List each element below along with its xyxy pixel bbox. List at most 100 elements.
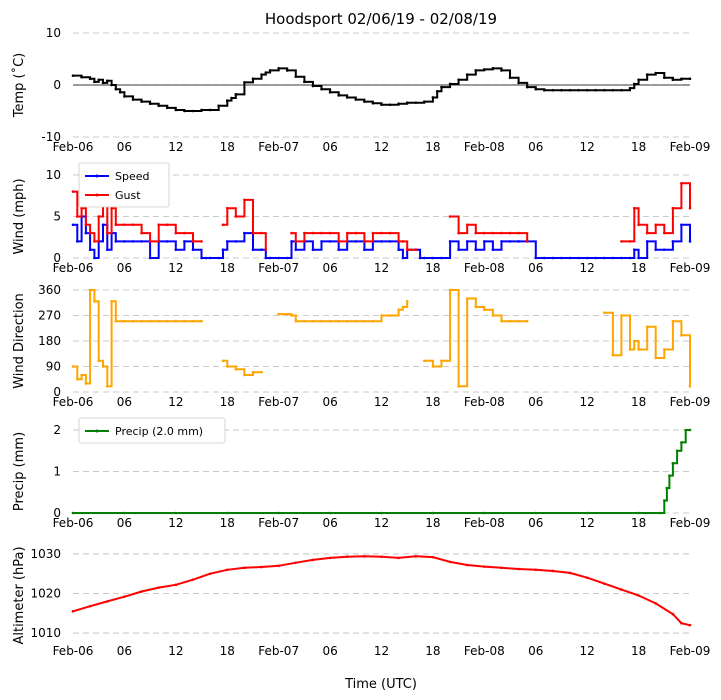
data-point-altimeter-0-33 <box>637 594 640 597</box>
data-point-wind-1-5 <box>93 240 96 243</box>
data-point-temp-0-39 <box>354 98 358 101</box>
data-point-wind-0-38 <box>320 240 323 243</box>
data-point-wind-1-43 <box>363 240 366 243</box>
data-point-temp-0-21 <box>217 104 220 108</box>
data-point-direction-0-83 <box>680 334 683 337</box>
data-point-temp-0-26 <box>251 77 255 81</box>
data-point-wind-0-76 <box>628 256 632 260</box>
data-point-wind-1-76 <box>628 240 632 243</box>
data-point-temp-0-38 <box>345 96 349 99</box>
y-tick-label-wind-0: 0 <box>53 251 61 265</box>
data-point-temp-0-59 <box>517 81 520 85</box>
data-point-temp-0-35 <box>320 87 323 91</box>
data-point-wind-1-46 <box>388 231 392 235</box>
data-point-altimeter-0-17 <box>363 555 366 558</box>
data-point-altimeter-0-28 <box>551 569 555 573</box>
data-point-temp-0-2 <box>88 77 92 81</box>
data-point-altimeter-0-5 <box>157 586 160 589</box>
data-point-wind-1-60 <box>491 231 495 235</box>
data-point-temp-0-12 <box>140 100 143 103</box>
data-point-direction-0-42 <box>354 319 358 323</box>
data-point-wind-1-59 <box>483 231 486 235</box>
data-point-wind-0-23 <box>217 256 220 260</box>
x-tick-label-precip-11: 18 <box>631 516 646 530</box>
x-tick-label-wind-3: 18 <box>220 261 235 275</box>
data-point-temp-0-40 <box>363 100 366 103</box>
data-point-wind-1-28 <box>251 231 255 235</box>
legend-marker-wind-1 <box>95 193 99 197</box>
data-point-direction-0-79 <box>645 325 649 329</box>
data-point-altimeter-0-11 <box>260 565 263 569</box>
data-point-direction-0-54 <box>440 359 443 363</box>
data-point-wind-1-34 <box>290 231 293 235</box>
data-point-wind-0-0 <box>71 223 75 227</box>
data-point-altimeter-0-26 <box>517 567 520 571</box>
data-point-precip-0-11 <box>637 511 640 515</box>
data-point-wind-0-16 <box>165 240 169 243</box>
data-point-wind-1-13 <box>140 231 143 235</box>
y-axis-label-direction: Wind Direction <box>12 293 27 389</box>
data-point-wind-1-2 <box>80 206 83 210</box>
data-point-wind-1-24 <box>221 223 225 227</box>
data-point-direction-0-18 <box>183 319 186 323</box>
data-point-altimeter-0-13 <box>294 561 298 564</box>
data-point-temp-0-9 <box>118 90 122 94</box>
data-point-temp-0-72 <box>628 86 632 90</box>
data-point-wind-0-78 <box>637 256 640 260</box>
data-point-wind-0-28 <box>251 248 255 251</box>
data-point-wind-1-3 <box>84 223 88 227</box>
data-point-wind-0-24 <box>221 248 225 251</box>
x-tick-label-direction-6: 12 <box>374 395 389 409</box>
x-tick-label-precip-7: 18 <box>425 516 440 530</box>
y-tick-label-temp-0: -10 <box>41 130 61 144</box>
data-point-temp-0-71 <box>620 88 623 92</box>
y-tick-label-altimeter-2: 1030 <box>30 547 61 561</box>
legend-label-wind-0: Speed <box>115 170 149 183</box>
data-point-direction-0-1 <box>75 377 79 381</box>
data-point-wind-0-79 <box>645 240 649 243</box>
data-point-temp-0-66 <box>577 88 580 92</box>
data-point-altimeter-0-22 <box>448 560 452 564</box>
data-point-wind-0-84 <box>688 240 692 243</box>
data-point-precip-0-0 <box>71 511 75 515</box>
data-point-direction-0-28 <box>251 370 255 374</box>
data-point-wind-0-19 <box>191 248 195 251</box>
data-point-precip-0-8 <box>483 511 486 515</box>
data-point-altimeter-0-31 <box>603 582 606 585</box>
data-point-altimeter-0-2 <box>105 600 109 603</box>
data-point-direction-0-58 <box>474 305 478 309</box>
data-point-wind-0-22 <box>208 256 212 260</box>
data-point-wind-1-83 <box>680 182 683 185</box>
data-point-altimeter-0-32 <box>620 588 623 591</box>
data-point-temp-0-31 <box>285 69 289 72</box>
data-point-temp-0-54 <box>474 69 478 72</box>
data-point-wind-1-14 <box>148 240 152 243</box>
data-point-temp-0-64 <box>560 88 563 92</box>
data-point-altimeter-0-6 <box>174 583 178 587</box>
data-point-wind-1-9 <box>110 206 113 210</box>
data-point-wind-1-17 <box>174 231 178 235</box>
series-line-temp-0 <box>73 67 690 112</box>
y-tick-label-precip-1: 1 <box>53 465 61 479</box>
data-point-wind-0-57 <box>465 240 469 243</box>
data-point-direction-0-25 <box>225 365 229 368</box>
data-point-temp-0-7 <box>110 83 113 87</box>
data-point-temp-0-68 <box>594 88 598 92</box>
data-point-temp-0-4 <box>97 78 101 82</box>
data-point-temp-0-49 <box>435 89 439 93</box>
x-tick-label-wind-1: 06 <box>117 261 132 275</box>
data-point-wind-0-33 <box>285 256 289 260</box>
data-point-altimeter-0-7 <box>191 578 195 581</box>
data-point-direction-0-63 <box>517 319 520 323</box>
y-tick-label-direction-4: 360 <box>38 283 61 297</box>
data-point-wind-1-20 <box>200 240 203 243</box>
data-point-precip-0-3 <box>225 511 229 515</box>
data-point-wind-1-29 <box>260 231 263 235</box>
data-point-altimeter-0-10 <box>243 566 246 570</box>
data-point-wind-0-25 <box>225 240 229 243</box>
data-point-wind-0-48 <box>401 256 405 260</box>
data-point-wind-0-52 <box>423 256 426 260</box>
data-point-direction-0-74 <box>611 353 615 357</box>
data-point-wind-0-26 <box>234 240 238 243</box>
